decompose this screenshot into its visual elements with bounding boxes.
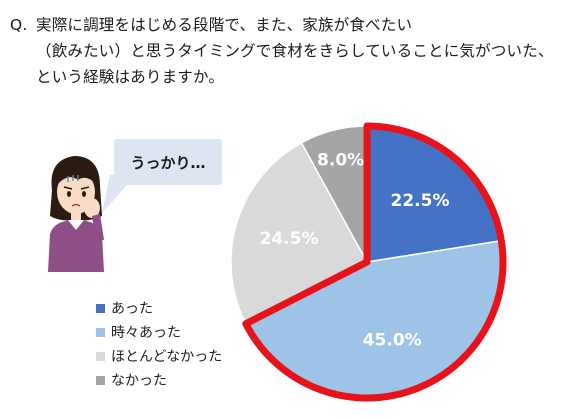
legend-label: ほとんどなかった	[111, 349, 223, 365]
slice-label-2: 24.5%	[260, 229, 319, 249]
legend-item-3: なかった	[96, 368, 222, 392]
worried-woman-icon	[48, 156, 104, 272]
legend-swatch	[96, 327, 105, 337]
legend-swatch	[96, 375, 105, 385]
question-line-1: Q. 実際に調理をはじめる段階で、また、家族が食べたい	[10, 12, 555, 38]
legend-item-1: 時々あった	[96, 320, 222, 344]
slice-label-0: 22.5%	[391, 191, 450, 211]
legend-label: 時々あった	[111, 325, 181, 341]
legend: あった時々あったほとんどなかった なかった	[96, 296, 222, 392]
question-prefix: Q.	[10, 16, 28, 34]
highlight-outline	[242, 122, 507, 402]
question-line-3: という経験はありますか。	[36, 68, 225, 86]
speech-bubble-text: うっかり…	[130, 153, 206, 172]
legend-swatch	[96, 351, 105, 361]
question-line-2: （飲みたい）と思うタイミングで食材をきらしていることに気がついた、	[36, 42, 554, 60]
legend-label: あった	[111, 301, 153, 317]
legend-label: なかった	[111, 373, 167, 389]
legend-item-0: あった	[96, 296, 222, 320]
slice-label-3: 8.0%	[317, 150, 364, 170]
slice-label-1: 45.0%	[363, 331, 422, 351]
legend-swatch	[96, 303, 105, 313]
slice-labels: 22.5% 45.0% 24.5% 8.0%	[260, 150, 450, 350]
legend-item-2: ほとんどなかった	[96, 344, 222, 368]
question-text: Q. 実際に調理をはじめる段階で、また、家族が食べたい （飲みたい）と思うタイミン…	[10, 12, 555, 90]
speech-bubble: うっかり…	[114, 139, 222, 185]
